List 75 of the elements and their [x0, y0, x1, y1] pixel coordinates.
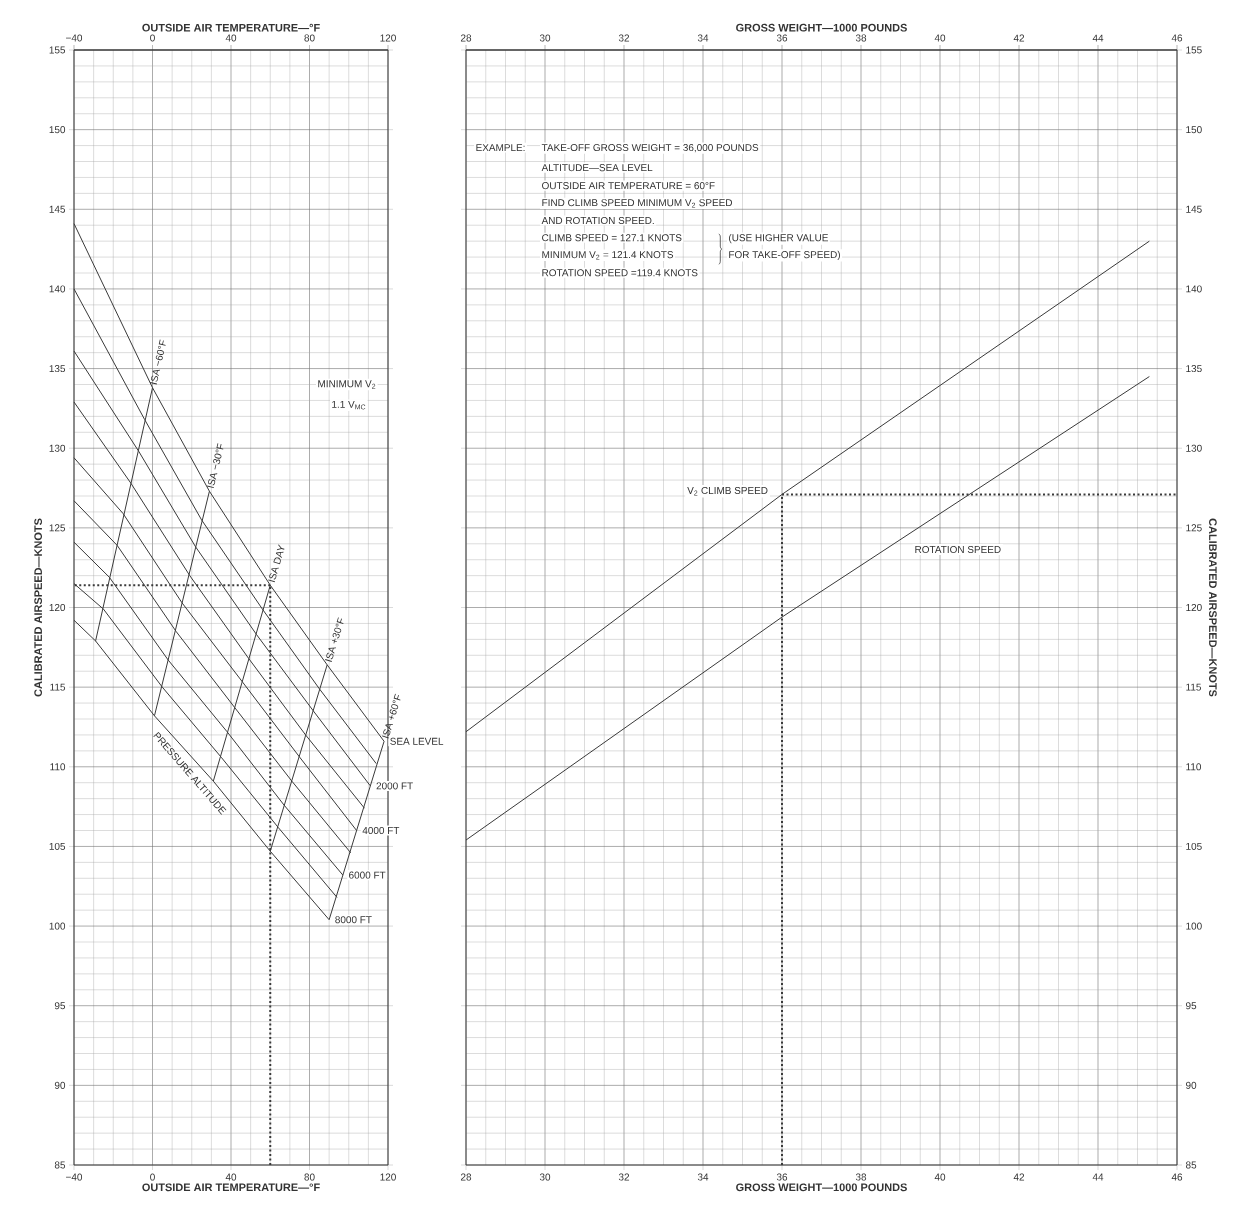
annotation: MINIMUM V$_{2}$ = 121.4 KNOTS — [542, 251, 674, 260]
text: ISA DAY — [268, 544, 285, 583]
y-tick-label: 110 — [1186, 763, 1202, 771]
x-tick-label: 32 — [618, 34, 630, 42]
x-axis-title: GROSS WEIGHT—1000 POUNDS — [736, 1183, 907, 1192]
text: ISA −30°F — [207, 443, 224, 489]
y-tick-label: 135 — [49, 365, 66, 373]
legend-label: 8000 FT — [335, 916, 372, 924]
x-tick-label: 42 — [1013, 34, 1025, 42]
series-label: ROTATION SPEED — [915, 545, 1001, 554]
annotation: FIND CLIMB SPEED MINIMUM V$_{2}$ SPEED — [542, 199, 733, 208]
x-tick-label: 80 — [304, 1173, 315, 1181]
y-tick-label: 115 — [50, 683, 66, 691]
series-label: SEA LEVEL — [390, 737, 444, 745]
series-label: 4000 FT — [362, 826, 400, 835]
y-tick-label: 155 — [1186, 46, 1202, 54]
text: ISA +30°F — [325, 617, 344, 662]
y-tick-label: 135 — [1186, 365, 1202, 373]
x-tick-label: 40 — [225, 1173, 237, 1181]
y-tick-label: 90 — [1186, 1081, 1197, 1089]
x-tick-label: 30 — [539, 34, 551, 42]
y-tick-label: 100 — [1186, 922, 1202, 930]
annotation: (USE HIGHER VALUE — [729, 233, 828, 244]
x2-axis-title: GROSS WEIGHT—1000 POUNDS — [736, 23, 907, 32]
annotation: CLIMB SPEED = 127.1 KNOTS — [542, 234, 682, 242]
series-label: 2000 FT — [376, 782, 413, 790]
y-tick-label: 125 — [49, 524, 66, 532]
x-tick-label: 34 — [697, 34, 709, 42]
annotation: OUTSIDE AIR TEMPERATURE = 60°F — [542, 182, 715, 190]
y-axis-title: CALIBRATED AIRSPEED—KNOTS — [1208, 518, 1217, 697]
annotation: 1.1 V$_{MC}$ — [332, 401, 366, 410]
x-tick-label: −40 — [66, 1173, 83, 1181]
x-tick-label: 0 — [150, 1173, 155, 1181]
x-tick-label: 36 — [776, 34, 788, 42]
annotation: ROTATION SPEED =119.4 KNOTS — [542, 269, 698, 277]
y-tick-label: 130 — [49, 444, 66, 452]
x-tick-label: 28 — [460, 34, 472, 42]
y-tick-label: 95 — [1186, 1002, 1197, 1010]
y-tick-label: 105 — [49, 842, 66, 850]
y-tick-label: 120 — [1186, 603, 1202, 612]
y-tick-label: 90 — [54, 1081, 66, 1089]
y-axis-title: CALIBRATED AIRSPEED—KNOTS — [34, 518, 43, 697]
x-tick-label: 40 — [934, 34, 946, 42]
y-tick-label: 150 — [1186, 126, 1202, 134]
x-tick-label: 44 — [1092, 34, 1104, 42]
x-axis-title: OUTSIDE AIR TEMPERATURE—°F — [142, 1183, 320, 1192]
y-tick-label: 150 — [49, 126, 66, 134]
y-tick-label: 130 — [1186, 444, 1202, 452]
y-tick-label: 115 — [1186, 683, 1201, 691]
y-tick-label: 140 — [49, 285, 66, 293]
x-tick-label: 120 — [380, 1173, 396, 1181]
y-tick-label: 105 — [1186, 842, 1202, 850]
annotation: TAKE-OFF GROSS WEIGHT = 36,000 POUNDS — [541, 144, 759, 153]
y-tick-label: 85 — [1185, 1161, 1197, 1169]
annotation: ALTITUDE—SEA LEVEL — [541, 164, 653, 172]
x-tick-label: 38 — [855, 34, 867, 42]
y-tick-label: 125 — [1186, 524, 1202, 532]
x2-axis-title: OUTSIDE AIR TEMPERATURE—°F — [142, 23, 320, 32]
y-tick-label: 85 — [54, 1161, 66, 1169]
annotation: AND ROTATION SPEED. — [541, 216, 654, 225]
series-label: V$_{2}$ CLIMB SPEED — [687, 486, 768, 496]
y-tick-label: 100 — [49, 922, 66, 930]
y-tick-label: 155 — [49, 46, 66, 54]
y-tick-label: 140 — [1186, 285, 1202, 293]
y-tick-label: 120 — [49, 603, 66, 612]
text: ISA −60°F — [150, 339, 166, 385]
y-tick-label: 145 — [1186, 205, 1202, 213]
x-tick-label: 46 — [1171, 34, 1183, 42]
series-label: 6000 FT — [349, 871, 386, 879]
annotation: MINIMUM V$_{2}$ — [318, 380, 376, 389]
annotation: EXAMPLE: — [476, 144, 525, 151]
y-tick-label: 95 — [54, 1002, 66, 1010]
annotation: FOR TAKE-OFF SPEED) — [729, 250, 840, 261]
y-tick-label: 110 — [50, 763, 66, 771]
y-tick-label: 145 — [49, 205, 66, 213]
